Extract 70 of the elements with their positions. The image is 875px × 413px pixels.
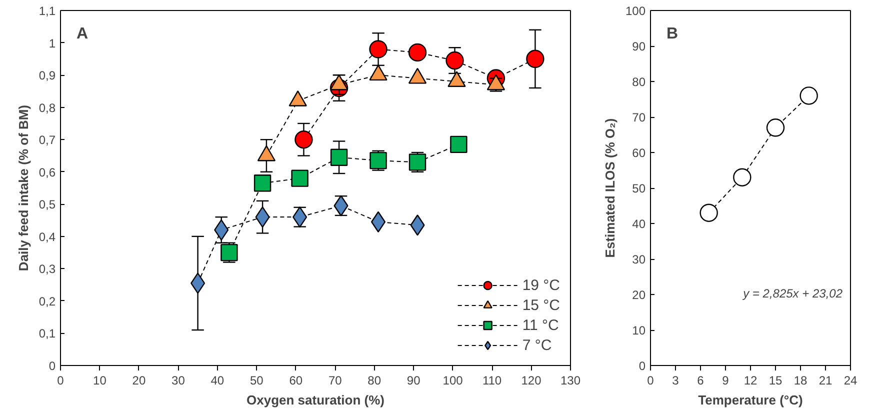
point xyxy=(700,204,718,222)
y-tick-label: 0 xyxy=(638,359,646,373)
x-tick-label: 10 xyxy=(93,374,107,388)
x-tick-label: 40 xyxy=(210,374,224,388)
y-tick-label: 0,7 xyxy=(38,133,56,148)
y-tick-label: 40 xyxy=(632,217,646,231)
x-tick-label: 3 xyxy=(672,374,680,388)
legend-label: 11 °C xyxy=(522,316,559,334)
point xyxy=(526,50,544,68)
y-tick-label: 0,8 xyxy=(38,100,56,115)
y-tick-label: 10 xyxy=(632,324,646,338)
x-tick-label: 50 xyxy=(250,374,264,388)
y-tick-label: 100 xyxy=(625,4,646,18)
x-tick-label: 130 xyxy=(560,374,581,388)
x-tick-label: 9 xyxy=(722,374,730,388)
y-tick-label: 20 xyxy=(632,288,646,302)
annotation: B xyxy=(666,26,678,42)
y-tick-label: 60 xyxy=(632,146,646,160)
y-tick-label: 0,5 xyxy=(38,198,56,212)
x-axis-title: Temperature (°C) xyxy=(698,392,803,408)
x-tick-label: 18 xyxy=(794,374,808,388)
point xyxy=(766,118,785,137)
annotation: A xyxy=(76,26,88,42)
x-tick-label: 60 xyxy=(289,374,303,388)
x-tick-label: 100 xyxy=(442,374,464,388)
point xyxy=(291,170,308,187)
point xyxy=(369,40,388,58)
x-tick-label: 20 xyxy=(132,374,146,388)
x-tick-label: 80 xyxy=(368,374,382,388)
y-tick-label: 70 xyxy=(632,110,646,124)
point xyxy=(294,130,313,149)
y-tick-label: 90 xyxy=(632,40,646,54)
y-axis-title: Estimated ILOS (% O₂) xyxy=(602,118,618,258)
x-tick-label: 70 xyxy=(328,374,342,388)
point xyxy=(446,51,464,70)
annotation: y = 2,825x + 23,02 xyxy=(742,286,843,300)
x-tick-label: 15 xyxy=(768,374,782,388)
y-tick-label: 0 xyxy=(48,359,56,373)
x-tick-label: 12 xyxy=(744,374,758,388)
legend-label: 15 °C xyxy=(522,296,560,314)
point xyxy=(733,168,752,186)
x-tick-label: 6 xyxy=(697,374,704,388)
x-tick-label: 110 xyxy=(482,374,502,388)
point xyxy=(330,148,348,166)
y-tick-label: 50 xyxy=(632,182,646,196)
x-tick-label: 30 xyxy=(172,374,186,388)
point xyxy=(800,86,818,105)
x-tick-label: 24 xyxy=(844,374,858,388)
x-tick-label: 21 xyxy=(818,374,832,388)
x-tick-label: 0 xyxy=(647,374,654,388)
y-axis-title: Daily feed intake (% of BM) xyxy=(16,104,31,272)
x-axis-title: Oxygen saturation (%) xyxy=(246,392,384,408)
y-tick-label: 0,1 xyxy=(38,326,56,341)
x-tick-label: 120 xyxy=(521,374,542,388)
y-tick-label: 0,6 xyxy=(38,165,56,180)
y-tick-label: 80 xyxy=(632,75,646,89)
point xyxy=(408,43,427,62)
y-tick-label: 0,9 xyxy=(38,68,56,83)
y-tick-label: 1 xyxy=(48,36,56,50)
legend-label: 7 °C xyxy=(522,336,552,354)
x-tick-label: 0 xyxy=(57,374,64,388)
point xyxy=(254,174,272,192)
y-tick-label: 0,4 xyxy=(38,230,56,244)
y-tick-label: 0,2 xyxy=(38,294,56,308)
legend-label: 19 °C xyxy=(522,276,560,294)
y-tick-label: 30 xyxy=(632,252,646,266)
y-tick-label: 1,1 xyxy=(38,4,56,18)
y-tick-label: 0,3 xyxy=(38,262,56,276)
point xyxy=(450,136,468,154)
x-tick-label: 90 xyxy=(406,374,421,388)
